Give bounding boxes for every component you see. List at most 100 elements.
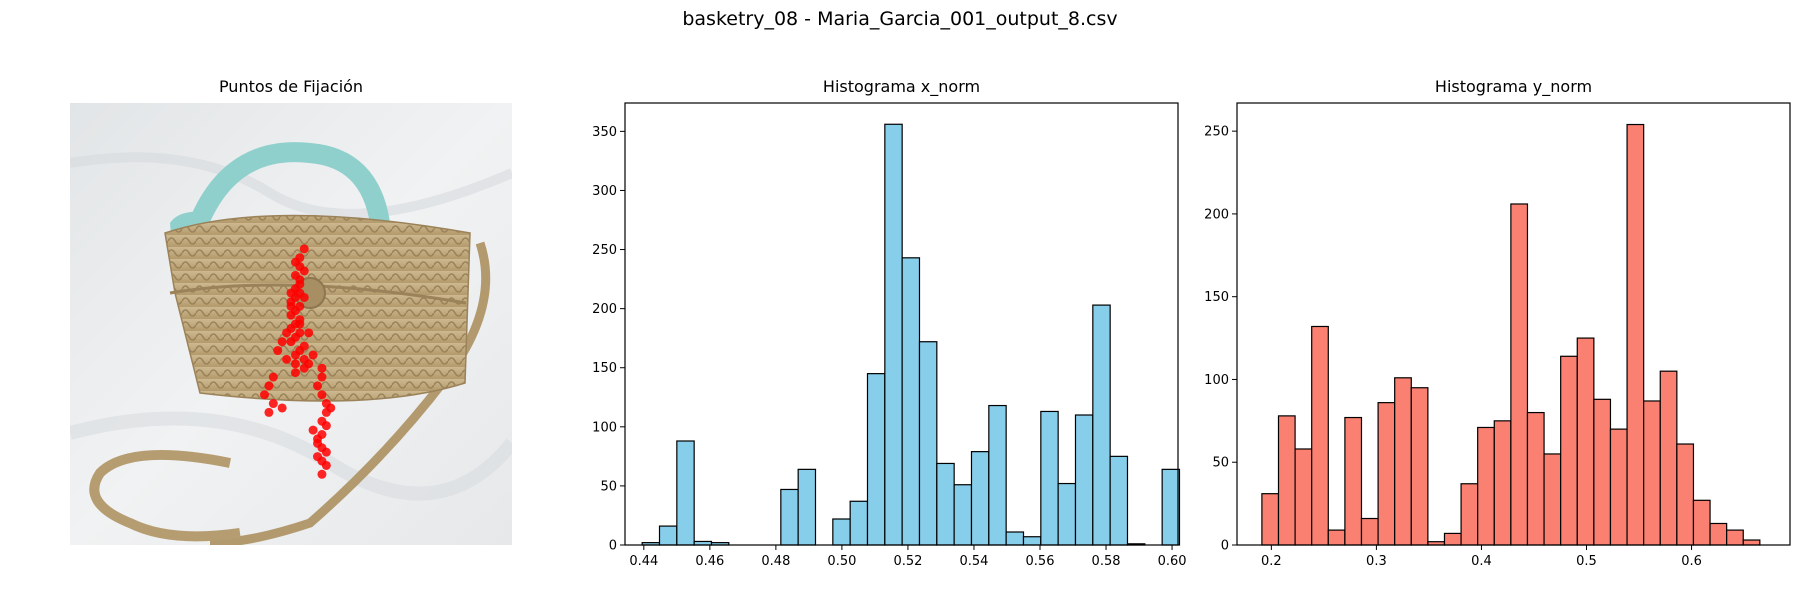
hist-y-ytick-label: 0: [1221, 539, 1229, 554]
fixation-point: [277, 403, 287, 413]
hist-y-bar: [1261, 493, 1280, 546]
hist-y-bar: [1460, 483, 1479, 546]
fixation-point: [268, 372, 278, 382]
hist-x-xtick-label: 0.46: [695, 554, 724, 569]
hist-y-xtick-label: 0.5: [1576, 554, 1597, 569]
hist-y-bar: [1443, 532, 1462, 546]
hist-y-bar: [1742, 539, 1761, 546]
fixation-point: [317, 469, 327, 479]
hist-y-ytick-label: 150: [1204, 290, 1229, 305]
hist-y-frame: [1236, 102, 1791, 546]
hist-y-xtick-label: 0.2: [1261, 554, 1282, 569]
fixation-point: [282, 328, 292, 338]
fixation-point: [259, 390, 269, 400]
fixation-point: [264, 381, 274, 391]
fixation-point: [299, 363, 309, 373]
hist-y-bar: [1477, 426, 1495, 546]
fixation-point: [299, 354, 309, 364]
hist-x-ytick-label: 100: [592, 420, 617, 435]
hist-y-bar: [1626, 123, 1645, 546]
hist-x-xtick-label: 0.44: [629, 554, 658, 569]
fixation-point: [290, 257, 300, 267]
hist-y-xtick-label: 0.3: [1366, 554, 1387, 569]
hist-y-bar: [1593, 398, 1612, 546]
hist-y-axes: 0.2 0.3 0.4 0.5 0.6 0 50 100 150 200 250: [1204, 102, 1791, 569]
hist-y-bar: [1609, 428, 1628, 546]
fixation-point: [299, 266, 309, 276]
hist-x-xtick-label: 0.54: [959, 554, 988, 569]
fixation-point: [299, 244, 309, 254]
hist-x-ytick-label: 150: [592, 361, 617, 376]
hist-y-ytick-label: 50: [1212, 456, 1229, 471]
hist-x-frame: [624, 102, 1179, 546]
hist-y-bar: [1576, 337, 1595, 546]
hist-y-bar: [1659, 370, 1678, 546]
hist-y-bar: [1692, 499, 1711, 546]
hist-y-bars: [1261, 123, 1761, 546]
hist-x-xtick-label: 0.60: [1158, 554, 1187, 569]
hist-x-axes: 0.44 0.46 0.48 0.50 0.52 0.54 0.56 0.58 0.60 0 50 1…: [592, 102, 1187, 569]
fixation-point: [273, 346, 283, 356]
fixation-point: [286, 301, 296, 311]
hist-x-xtick-label: 0.56: [1026, 554, 1055, 569]
hist-y-bar: [1311, 325, 1329, 546]
fixation-point: [317, 372, 327, 382]
hist-y-bar: [1410, 387, 1429, 546]
fixation-points: [259, 244, 336, 479]
fixation-point: [308, 425, 318, 435]
hist-y-bar: [1676, 443, 1695, 546]
fixation-point: [321, 421, 331, 431]
hist-y-bar: [1327, 529, 1346, 546]
fixation-point: [295, 279, 305, 289]
hist-y-bar: [1294, 448, 1313, 546]
hist-y-bar: [1344, 416, 1363, 546]
hist-x-ytick-label: 300: [592, 184, 617, 199]
fixation-point: [317, 363, 327, 373]
hist-y-ytick-label: 200: [1204, 207, 1229, 222]
hist-y-ytick-label: 250: [1204, 125, 1229, 140]
fixation-point: [286, 288, 296, 298]
fixation-point: [290, 368, 300, 378]
hist-y-ytick-label: 100: [1204, 373, 1229, 388]
fixation-point: [277, 337, 287, 347]
hist-y-bar: [1360, 517, 1379, 546]
hist-x-xtick-label: 0.52: [893, 554, 922, 569]
hist-y-bar: [1560, 355, 1578, 546]
fixation-image: [70, 103, 512, 545]
fixation-point: [321, 460, 331, 470]
fixation-point: [268, 399, 278, 409]
hist-x-xtick-label: 0.58: [1092, 554, 1121, 569]
basket-handle: [180, 142, 390, 251]
fixation-point: [321, 407, 331, 417]
hist-y-bar: [1493, 420, 1512, 546]
hist-x-ytick-label: 250: [592, 243, 617, 258]
fixation-point: [286, 310, 296, 320]
hist-y-bar: [1510, 203, 1529, 546]
fixation-point: [290, 359, 300, 369]
hist-x-ytick-label: 200: [592, 302, 617, 317]
hist-x-ytick-label: 0: [609, 539, 617, 554]
figure-title: basketry_08 - Maria_Garcia_001_output_8.…: [682, 8, 1118, 30]
hist-x-xtick-label: 0.50: [827, 554, 856, 569]
hist-y-bar: [1726, 529, 1744, 546]
hist-y-xtick-label: 0.6: [1681, 554, 1702, 569]
fixation-point: [264, 407, 274, 417]
fixation-point: [282, 354, 292, 364]
fixation-point: [308, 350, 318, 360]
fixation-point: [295, 319, 305, 329]
fixation-panel-title: Puntos de Fijación: [218, 77, 364, 96]
fixation-point: [313, 434, 323, 444]
fixation-point: [313, 381, 323, 391]
hist-y-bar: [1543, 453, 1562, 546]
fixation-point: [290, 350, 300, 360]
fixation-point: [321, 447, 331, 457]
hist-x-xtick-label: 0.48: [761, 554, 790, 569]
fixation-point: [286, 337, 296, 347]
hist-y-bar: [1394, 377, 1412, 546]
fixation-point: [299, 292, 309, 302]
hist-y-bar: [1526, 411, 1545, 546]
basket-strap: [209, 241, 491, 545]
hist-x-ytick-label: 350: [592, 125, 617, 140]
